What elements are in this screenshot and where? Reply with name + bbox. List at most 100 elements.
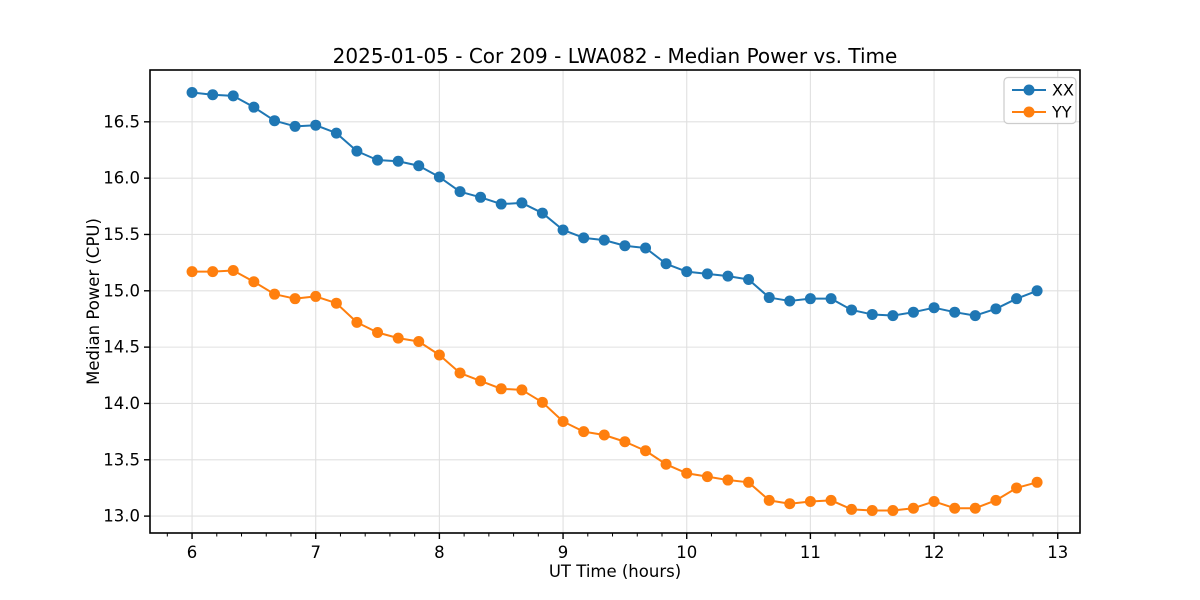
data-point-XX	[681, 266, 693, 278]
data-point-XX	[949, 306, 961, 318]
data-point-XX	[887, 310, 899, 322]
x-tick-label: 11	[800, 543, 821, 562]
data-point-YY	[536, 396, 548, 408]
data-point-YY	[784, 498, 796, 510]
legend-entry-XX: XX	[1012, 81, 1074, 100]
y-tick-label: 15.5	[103, 225, 140, 244]
y-tick-label: 16.0	[103, 169, 140, 188]
data-point-YY	[928, 495, 940, 507]
data-point-YY	[866, 504, 878, 516]
data-point-XX	[536, 207, 548, 219]
data-point-YY	[969, 502, 981, 514]
data-point-YY	[289, 293, 301, 305]
x-tick-label: 6	[187, 543, 198, 562]
x-axis-label: UT Time (hours)	[549, 562, 681, 581]
series-YY	[186, 265, 1043, 516]
x-tick-label: 7	[310, 543, 321, 562]
data-point-XX	[722, 270, 734, 282]
legend-entry-YY: YY	[1012, 103, 1072, 122]
data-point-XX	[207, 89, 219, 101]
data-point-YY	[640, 445, 652, 457]
data-point-XX	[454, 186, 466, 198]
data-point-YY	[846, 503, 858, 515]
data-point-XX	[825, 293, 837, 305]
series-XX	[186, 87, 1043, 322]
data-point-XX	[516, 197, 528, 209]
data-point-YY	[949, 502, 961, 514]
data-point-YY	[392, 332, 404, 344]
data-point-YY	[619, 436, 631, 448]
data-point-XX	[660, 258, 672, 270]
data-point-YY	[310, 290, 322, 302]
data-point-XX	[784, 295, 796, 307]
data-point-YY	[722, 474, 734, 486]
data-point-XX	[392, 155, 404, 167]
x-tick-label: 8	[434, 543, 445, 562]
y-tick-label: 16.5	[103, 112, 140, 131]
plot-frame	[149, 69, 1081, 534]
data-point-YY	[557, 415, 569, 427]
data-point-XX	[310, 119, 322, 131]
x-tick-label: 10	[676, 543, 697, 562]
data-point-YY	[1011, 482, 1023, 494]
data-point-YY	[1031, 476, 1043, 488]
data-point-XX	[330, 127, 342, 139]
data-point-XX	[640, 242, 652, 254]
data-point-YY	[578, 426, 590, 438]
legend: XX YY	[1003, 76, 1077, 125]
data-point-XX	[866, 308, 878, 320]
x-tick-label: 12	[924, 543, 945, 562]
data-point-YY	[351, 316, 363, 328]
data-point-XX	[1031, 285, 1043, 297]
data-point-YY	[763, 494, 775, 506]
data-point-XX	[763, 292, 775, 304]
data-point-XX	[846, 304, 858, 316]
data-point-YY	[701, 471, 713, 483]
data-point-XX	[907, 306, 919, 318]
data-point-XX	[578, 232, 590, 244]
axes-frame	[149, 69, 1081, 534]
x-tick-label: 9	[558, 543, 569, 562]
y-tick-label: 14.5	[103, 338, 140, 357]
data-point-XX	[495, 198, 507, 210]
data-point-YY	[413, 335, 425, 347]
data-point-XX	[413, 160, 425, 172]
data-point-XX	[804, 293, 816, 305]
data-point-YY	[495, 383, 507, 395]
data-point-YY	[454, 367, 466, 379]
data-point-YY	[433, 349, 445, 361]
data-point-YY	[227, 265, 239, 277]
data-point-YY	[475, 375, 487, 387]
data-point-YY	[804, 495, 816, 507]
data-point-YY	[207, 266, 219, 278]
data-point-YY	[660, 458, 672, 470]
data-point-YY	[269, 288, 281, 300]
data-point-YY	[598, 429, 610, 441]
data-point-XX	[186, 87, 198, 99]
x-tick-label: 13	[1047, 543, 1068, 562]
data-point-YY	[372, 326, 384, 338]
data-point-YY	[516, 384, 528, 396]
y-tick-label: 15.0	[103, 281, 140, 300]
data-point-XX	[475, 191, 487, 203]
data-point-XX	[227, 90, 239, 102]
data-point-YY	[990, 494, 1002, 506]
data-point-XX	[1011, 293, 1023, 305]
data-point-XX	[969, 310, 981, 322]
data-point-XX	[598, 234, 610, 246]
data-point-XX	[372, 154, 384, 166]
data-point-XX	[248, 101, 260, 113]
gridlines	[150, 70, 1080, 533]
y-axis-label: Median Power (CPU)	[84, 218, 103, 385]
legend-marker	[1023, 106, 1035, 118]
data-point-YY	[887, 504, 899, 516]
data-point-YY	[743, 476, 755, 488]
x-axis-ticks: 6 7 8 9 10 11 12 13	[166, 533, 1068, 562]
data-point-YY	[186, 266, 198, 278]
data-point-XX	[928, 302, 940, 314]
data-point-XX	[351, 145, 363, 157]
data-point-XX	[990, 303, 1002, 315]
chart-title: 2025-01-05 - Cor 209 - LWA082 - Median P…	[333, 44, 898, 68]
y-axis-ticks: 13.0 13.5 14.0 14.5 15.0 15.5 16.0 16.5	[103, 112, 150, 526]
y-tick-label: 13.5	[103, 450, 140, 469]
